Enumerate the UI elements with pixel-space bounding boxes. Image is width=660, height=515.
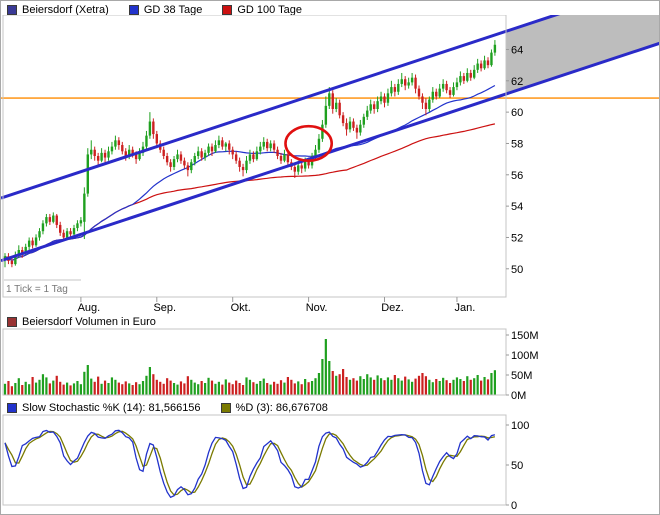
svg-text:62: 62: [511, 76, 523, 88]
svg-text:50: 50: [511, 460, 523, 472]
stoch-d-swatch: [220, 403, 231, 413]
volume-label: Beiersdorf Volumen in Euro: [22, 316, 156, 328]
gd38-label: GD 38 Tage: [143, 4, 203, 16]
candles-group: [3, 40, 497, 268]
volume-y-axis-labels: 150M 100M 50M 0M: [506, 330, 539, 402]
volume-bars: [3, 339, 496, 395]
stoch-k-swatch: [7, 403, 17, 413]
svg-text:Sep.: Sep.: [153, 302, 176, 314]
svg-text:50: 50: [511, 264, 523, 276]
price-x-axis-labels: Aug. Sep. Okt. Nov. Dez. Jan.: [78, 297, 476, 314]
legend-item-volume: Beiersdorf Volumen in Euro: [7, 316, 156, 328]
gd100-label: GD 100 Tage: [237, 4, 302, 16]
svg-text:0: 0: [511, 500, 517, 512]
channel-lower-line: [1, 41, 659, 263]
svg-text:Jan.: Jan.: [455, 302, 476, 314]
volume-swatch: [7, 317, 17, 327]
svg-text:54: 54: [511, 201, 523, 213]
svg-text:56: 56: [511, 170, 523, 182]
gd100-line: [4, 123, 496, 262]
channel-projection-band: [506, 15, 659, 95]
stoch-d-line: [4, 430, 496, 496]
price-legend: Beiersdorf (Xetra) GD 38 Tage GD 100 Tag…: [7, 4, 302, 16]
gd38-swatch: [128, 5, 139, 15]
volume-legend: Beiersdorf Volumen in Euro: [7, 316, 156, 328]
annotation-ellipse: [284, 124, 334, 162]
svg-text:100M: 100M: [511, 350, 539, 362]
svg-text:Okt.: Okt.: [231, 302, 251, 314]
stoch-y-axis-labels: 100 50 0: [506, 420, 529, 512]
svg-text:Nov.: Nov.: [306, 302, 328, 314]
price-y-axis-labels: 50 52 54 56 58 60 62 64: [506, 44, 523, 276]
legend-item-stoch-k: Slow Stochastic %K (14): 81,566156: [7, 402, 201, 414]
instrument-label: Beiersdorf (Xetra): [22, 4, 109, 16]
stochastic-legend: Slow Stochastic %K (14): 81,566156 %D (3…: [7, 402, 328, 414]
svg-text:100: 100: [511, 420, 529, 432]
svg-text:150M: 150M: [511, 330, 539, 342]
svg-text:52: 52: [511, 232, 523, 244]
volume-plot-frame: [2, 328, 507, 396]
instrument-swatch: [7, 5, 17, 15]
channel-upper-line: [1, 15, 561, 200]
stochastic-chart: 100 50 0: [2, 414, 529, 512]
stoch-k-label: Slow Stochastic %K (14): 81,566156: [22, 402, 201, 414]
svg-text:64: 64: [511, 44, 523, 56]
svg-text:Dez.: Dez.: [381, 302, 404, 314]
gd100-swatch: [222, 5, 233, 15]
price-plot-frame: [2, 15, 507, 298]
stoch-k-line: [4, 429, 496, 499]
tick-note: 1 Tick = 1 Tag: [6, 284, 68, 295]
svg-text:58: 58: [511, 138, 523, 150]
svg-text:0M: 0M: [511, 390, 526, 402]
volume-chart: 150M 100M 50M 0M: [2, 328, 539, 402]
svg-text:Aug.: Aug.: [78, 302, 101, 314]
price-chart: 50 52 54 56 58 60 62 64 Aug. Sep. Okt. Nov. Dez. Jan.…: [1, 15, 659, 314]
svg-text:50M: 50M: [511, 370, 532, 382]
stoch-plot-frame: [2, 414, 507, 506]
svg-text:60: 60: [511, 107, 523, 119]
legend-item-stoch-d: %D (3): 86,676708: [220, 402, 328, 414]
stoch-d-label: %D (3): 86,676708: [235, 402, 328, 414]
